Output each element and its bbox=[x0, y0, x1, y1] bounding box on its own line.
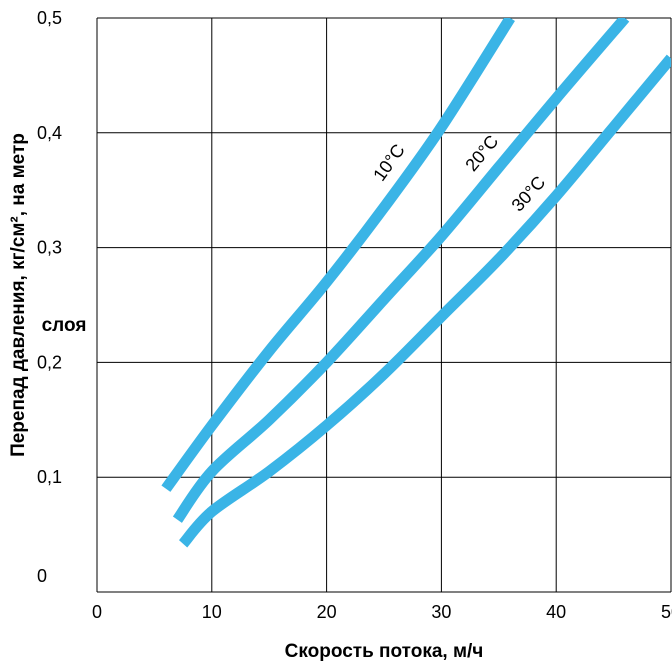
y-axis-title-continued: слоя bbox=[42, 315, 87, 336]
y-axis-title: Перепад давления, кг/см², на метр bbox=[8, 133, 29, 457]
y-tick-label: 0,5 bbox=[37, 8, 62, 28]
x-axis-title: Скорость потока, м/ч bbox=[285, 641, 484, 662]
x-tick-label: 40 bbox=[546, 602, 566, 622]
x-tick-label: 50 bbox=[661, 602, 672, 622]
x-tick-label: 30 bbox=[431, 602, 451, 622]
x-tick-label: 20 bbox=[317, 602, 337, 622]
series-line-1 bbox=[161, 18, 515, 492]
y-tick-label: 0 bbox=[37, 566, 47, 586]
x-tick-label: 0 bbox=[92, 602, 102, 622]
series-line-3 bbox=[178, 54, 671, 548]
curves bbox=[161, 18, 671, 548]
x-axis-ticks: 0 10 20 30 40 50 bbox=[92, 602, 672, 622]
y-tick-label: 0,2 bbox=[37, 352, 62, 372]
y-tick-label: 0,4 bbox=[37, 123, 62, 143]
grid bbox=[96, 17, 672, 593]
x-tick-label: 10 bbox=[202, 602, 222, 622]
y-tick-label: 0,1 bbox=[37, 467, 62, 487]
series-line-2 bbox=[172, 18, 630, 523]
y-axis-ticks: 0 0,1 0,2 0,3 0,4 0,5 bbox=[37, 8, 62, 586]
y-tick-label: 0,3 bbox=[37, 238, 62, 258]
